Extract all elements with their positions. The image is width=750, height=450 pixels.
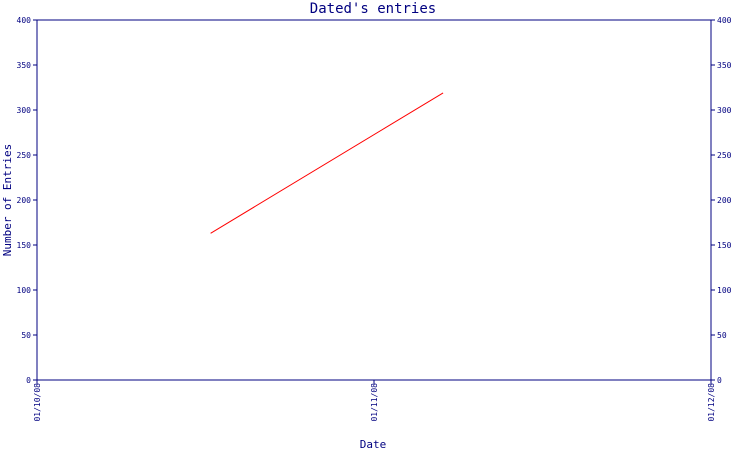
y-tick-label-left: 100 bbox=[17, 286, 32, 295]
y-tick-label-right: 250 bbox=[717, 151, 732, 160]
y-tick-label-left: 50 bbox=[21, 331, 31, 340]
y-axis-left: 0 50 100 150 200 250 300 350 400 bbox=[17, 16, 37, 385]
y-tick-label-right: 350 bbox=[717, 61, 732, 70]
x-axis: 01/10/08 01/11/08 01/12/08 bbox=[33, 380, 716, 422]
y-tick-label-right: 100 bbox=[717, 286, 732, 295]
plot-frame bbox=[36, 19, 712, 381]
y-tick-label-right: 300 bbox=[717, 106, 732, 115]
series-layer bbox=[210, 92, 444, 234]
y-tick-label-right: 200 bbox=[717, 196, 732, 205]
y-tick-label-left: 400 bbox=[17, 16, 32, 25]
y-tick-label-left: 250 bbox=[17, 151, 32, 160]
y-tick-label-left: 350 bbox=[17, 61, 32, 70]
y-tick-label-right: 0 bbox=[717, 376, 722, 385]
y-tick-label-right: 150 bbox=[717, 241, 732, 250]
chart-title: Dated's entries bbox=[310, 1, 436, 17]
y-tick-label-left: 150 bbox=[17, 241, 32, 250]
x-tick-label: 01/12/08 bbox=[707, 383, 716, 422]
y-tick-label-left: 300 bbox=[17, 106, 32, 115]
y-tick-label-left: 200 bbox=[17, 196, 32, 205]
series-line bbox=[210, 92, 444, 234]
y-tick-label-left: 0 bbox=[26, 376, 31, 385]
x-axis-label: Date bbox=[360, 438, 387, 450]
x-tick-label: 01/10/08 bbox=[33, 383, 42, 422]
y-axis-right: 0 50 100 150 200 250 300 350 400 bbox=[711, 16, 732, 385]
y-axis-label: Number of Entries bbox=[1, 144, 14, 257]
x-tick-label: 01/11/08 bbox=[370, 383, 379, 422]
y-tick-label-right: 50 bbox=[717, 331, 727, 340]
y-tick-label-right: 400 bbox=[717, 16, 732, 25]
